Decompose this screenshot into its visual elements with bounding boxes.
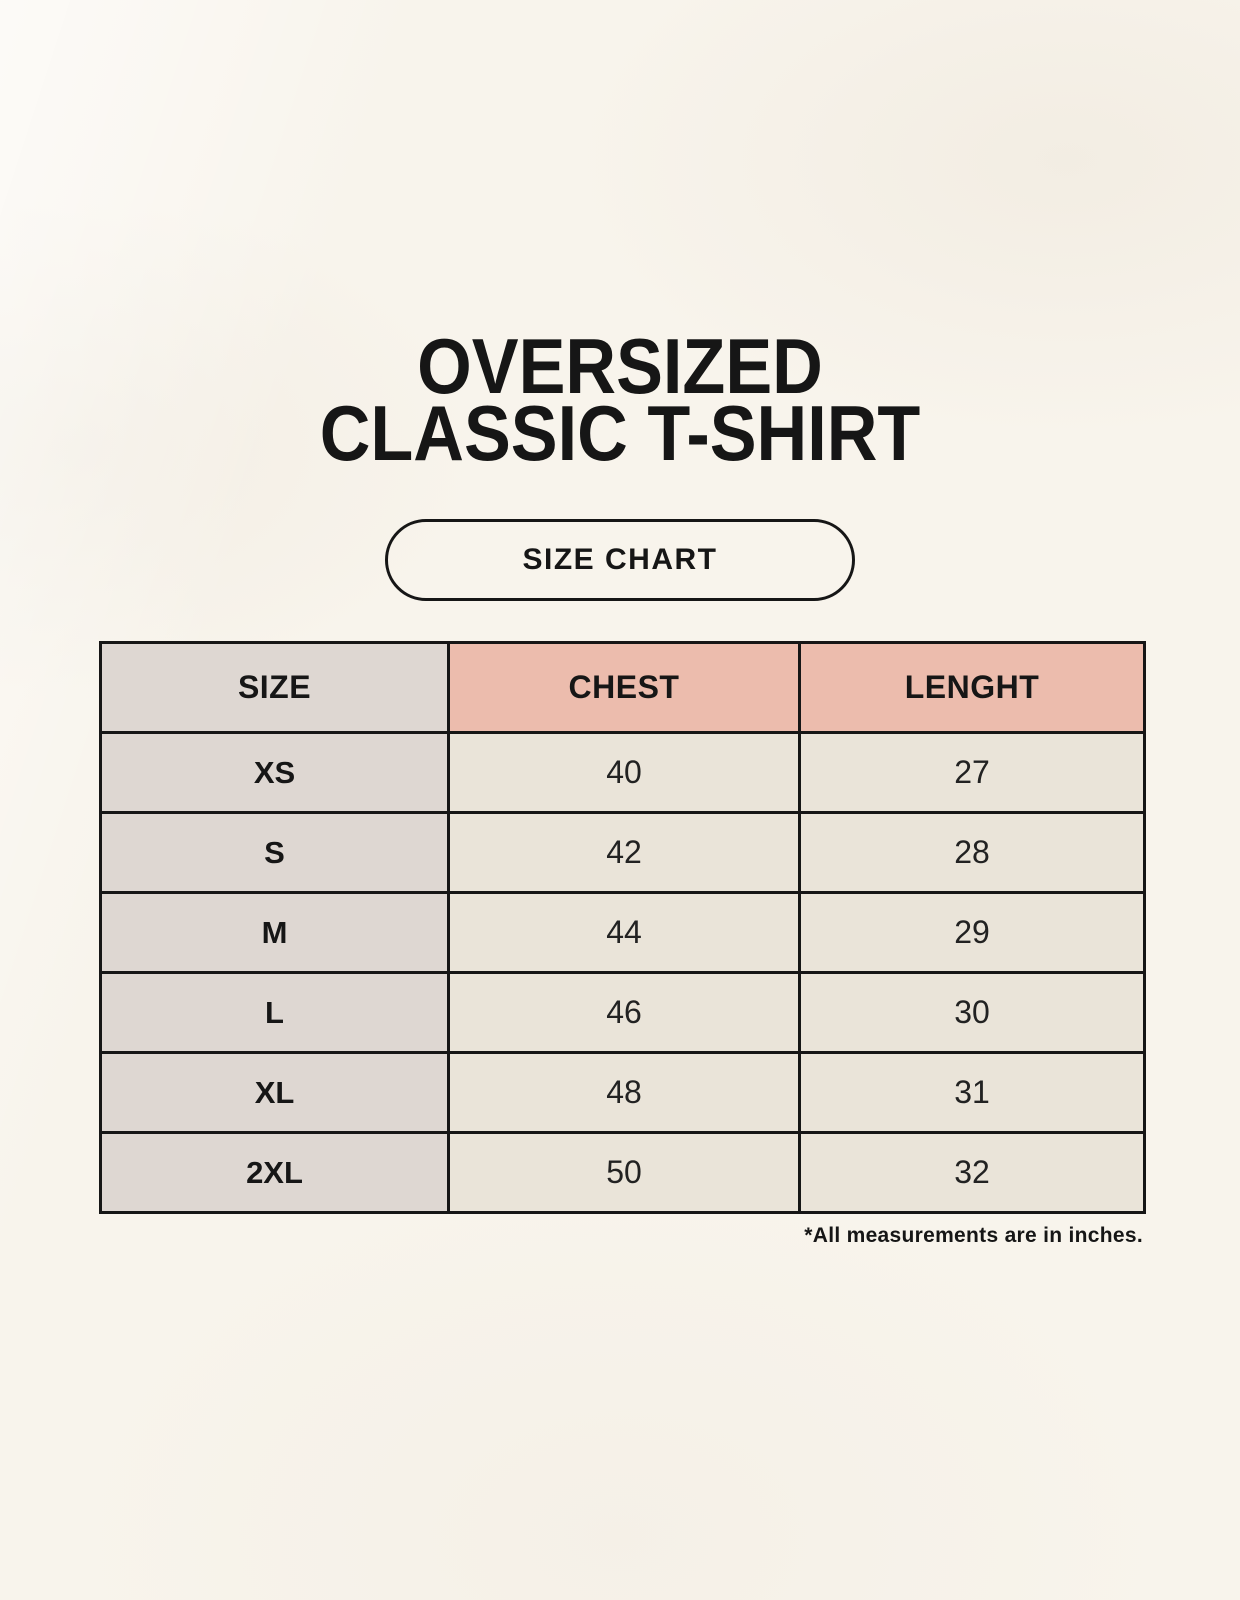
table-row-xs: XS 40 27 <box>99 731 1146 814</box>
size-chart-button[interactable]: SIZE CHART <box>385 519 855 601</box>
size-cell: S <box>99 811 450 894</box>
size-chart-page: OVERSIZED CLASSIC T-SHIRT SIZE CHART SIZ… <box>62 322 1178 1247</box>
column-header-chest: CHEST <box>447 641 801 734</box>
lenght-cell: 28 <box>798 811 1146 894</box>
measurements-footnote: *All measurements are in inches. <box>804 1224 1143 1247</box>
product-title-line-1: OVERSIZED <box>417 322 823 410</box>
size-cell: XL <box>99 1051 450 1134</box>
column-header-lenght: LENGHT <box>798 641 1146 734</box>
column-header-size: SIZE <box>99 641 450 734</box>
chest-cell: 50 <box>447 1131 801 1214</box>
lenght-cell: 30 <box>798 971 1146 1054</box>
size-cell: L <box>99 971 450 1054</box>
table-row-m: M 44 29 <box>99 891 1146 974</box>
chest-cell: 48 <box>447 1051 801 1134</box>
product-title-line-2: CLASSIC T-SHIRT <box>319 389 921 477</box>
table-row-xl: XL 48 31 <box>99 1051 1146 1134</box>
size-cell: XS <box>99 731 450 814</box>
chest-cell: 40 <box>447 731 801 814</box>
table-header-row: SIZE CHEST LENGHT <box>99 641 1146 734</box>
size-table: SIZE CHEST LENGHT XS 40 27 S 42 28 M 44 … <box>99 641 1146 1214</box>
size-cell: 2XL <box>99 1131 450 1214</box>
lenght-cell: 27 <box>798 731 1146 814</box>
table-row-s: S 42 28 <box>99 811 1146 894</box>
lenght-cell: 31 <box>798 1051 1146 1134</box>
chest-cell: 46 <box>447 971 801 1054</box>
size-cell: M <box>99 891 450 974</box>
chest-cell: 42 <box>447 811 801 894</box>
size-chart-button-label: SIZE CHART <box>522 543 718 576</box>
lenght-cell: 29 <box>798 891 1146 974</box>
chest-cell: 44 <box>447 891 801 974</box>
table-row-2xl: 2XL 50 32 <box>99 1131 1146 1214</box>
page-title: OVERSIZED CLASSIC T-SHIRT <box>62 322 1178 477</box>
table-row-l: L 46 30 <box>99 971 1146 1054</box>
lenght-cell: 32 <box>798 1131 1146 1214</box>
